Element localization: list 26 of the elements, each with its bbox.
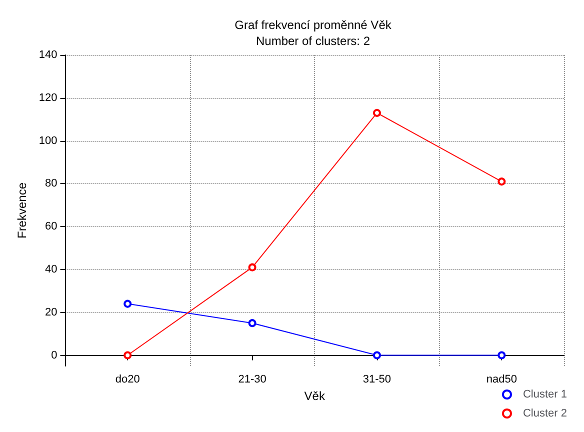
point: [248, 319, 256, 328]
x-tick-label: nad50: [486, 374, 517, 386]
x-tick-label: 21-30: [238, 374, 266, 386]
legend-label: Cluster 1: [522, 388, 568, 400]
point: [498, 351, 506, 360]
y-tick-label: 20: [45, 306, 58, 318]
y-tick-label: 100: [38, 134, 58, 147]
point: [124, 300, 132, 308]
y-tick-label: 140: [38, 49, 58, 61]
legend-label: Cluster 2: [522, 408, 568, 420]
point: [498, 178, 506, 186]
y-tick-label: 60: [45, 220, 58, 233]
chart-subtitle: Number of clusters: 2: [256, 34, 370, 48]
x-tick-label: do20: [115, 374, 140, 386]
y-tick-label: 120: [38, 92, 58, 104]
y-tick-label: 0: [51, 349, 58, 362]
chart-title: Graf frekvencí proměnné Věk: [234, 18, 392, 32]
y-axis-title: Frekvence: [15, 182, 29, 239]
point: [248, 263, 256, 272]
x-tick-label: 31-50: [362, 374, 392, 386]
y-tick-label: 80: [45, 178, 58, 190]
point: [372, 351, 381, 360]
point: [124, 351, 132, 360]
x-axis-title: Věk: [304, 389, 326, 403]
y-tick-label: 40: [45, 263, 58, 276]
point: [372, 108, 381, 117]
